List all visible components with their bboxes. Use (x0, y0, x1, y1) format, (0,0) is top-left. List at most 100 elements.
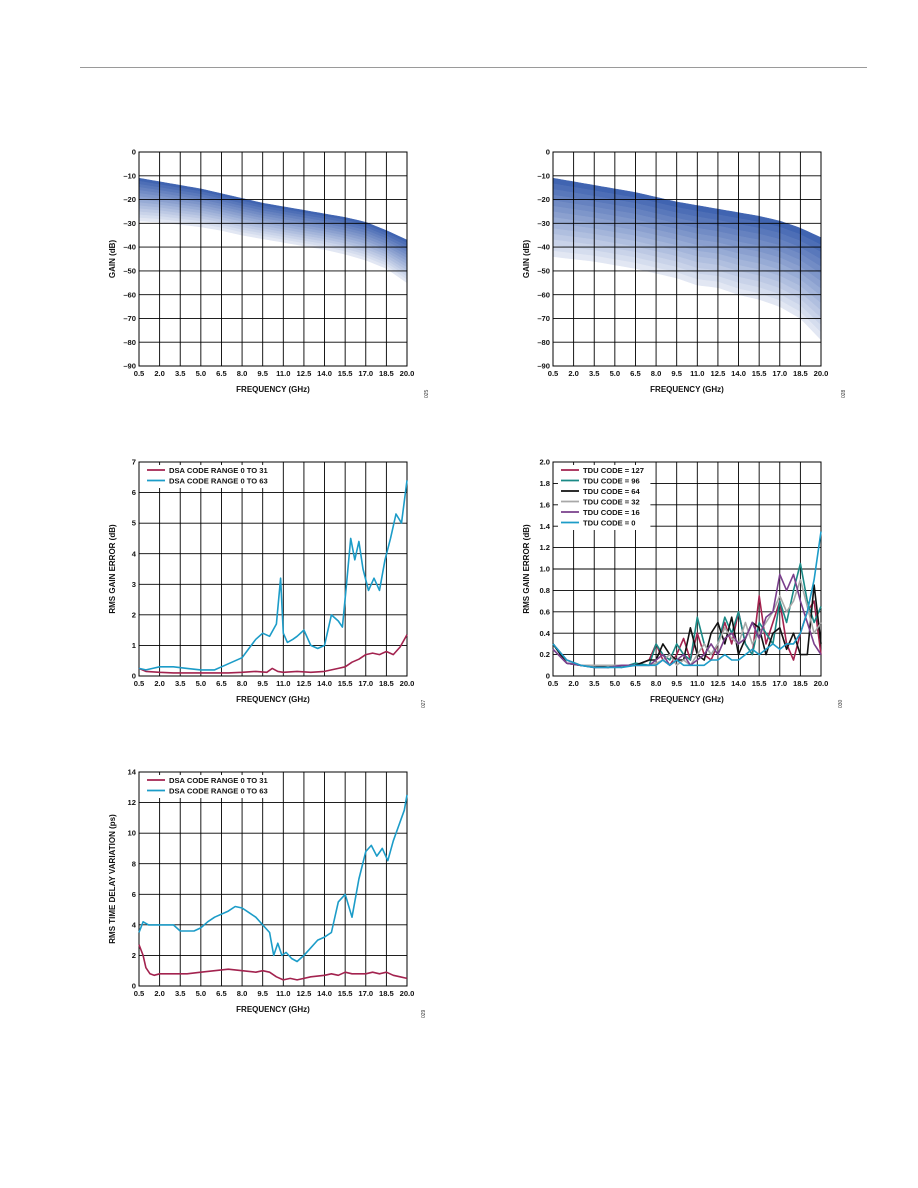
x-tick-label: 9.5 (257, 369, 268, 378)
legend-label: DSA CODE RANGE 0 TO 31 (169, 776, 269, 785)
chart-rms-gain-error-tdu: TDU CODE = 127 TDU CODE = 96 TDU CODE = 64… (510, 456, 850, 716)
tick-labels: 0.5 2.0 3.5 5.0 6.5 8.0 9.5 11.0 12.5 14.0 15.5 17.… (132, 458, 415, 688)
gain-dsa-plot: 0.5 2.0 3.5 5.0 6.5 8.0 9.5 11.0 12.5 14.0 15.5 17.… (108, 148, 415, 394)
x-axis-label: FREQUENCY (GHz) (236, 1005, 310, 1014)
y-tick-label: 0 (546, 672, 550, 681)
figure-number: 029 (421, 1009, 427, 1018)
grid (138, 151, 408, 367)
y-tick-label: 14 (128, 768, 137, 777)
rms-gain-error-dsa-plot: DSA CODE RANGE 0 TO 31 DSA CODE RANGE 0 T… (108, 458, 415, 704)
x-tick-label: 14.0 (317, 679, 332, 688)
y-tick-label: 5 (132, 519, 137, 528)
y-tick-label: 0.8 (539, 586, 550, 595)
x-tick-label: 6.5 (216, 989, 227, 998)
x-tick-label: 0.5 (548, 369, 559, 378)
legend: DSA CODE RANGE 0 TO 31 DSA CODE RANGE 0 T… (144, 775, 274, 798)
x-tick-label: 8.0 (237, 679, 248, 688)
x-axis-label: FREQUENCY (GHz) (236, 695, 310, 704)
x-tick-label: 15.5 (752, 679, 768, 688)
y-tick-label: –90 (123, 362, 136, 371)
x-axis-label: FREQUENCY (GHz) (650, 385, 724, 394)
x-tick-label: 17.0 (358, 679, 373, 688)
grid (138, 461, 408, 677)
x-tick-label: 17.0 (772, 679, 787, 688)
y-tick-label: 1.6 (539, 500, 550, 509)
x-tick-label: 8.0 (651, 369, 662, 378)
plot-frame (138, 461, 408, 677)
x-axis-label: FREQUENCY (GHz) (650, 695, 724, 704)
chart-gain-dsa: 0.5 2.0 3.5 5.0 6.5 8.0 9.5 11.0 12.5 14.0 15.5 17.… (96, 146, 436, 406)
y-tick-label: 4 (132, 920, 137, 929)
x-tick-label: 18.5 (793, 679, 809, 688)
figure-number: 025 (424, 389, 430, 398)
x-tick-label: 11.0 (276, 369, 290, 378)
x-tick-label: 20.0 (814, 679, 829, 688)
x-tick-label: 11.0 (690, 369, 704, 378)
y-tick-label: 1 (132, 641, 137, 650)
x-tick-label: 5.0 (196, 369, 207, 378)
x-tick-label: 15.5 (338, 989, 354, 998)
x-tick-label: 9.5 (257, 679, 268, 688)
x-tick-label: 17.0 (358, 989, 373, 998)
series-group (552, 531, 822, 669)
plot-frame (138, 151, 408, 367)
y-tick-label: –40 (123, 243, 136, 252)
x-tick-label: 5.0 (610, 679, 621, 688)
x-tick-label: 6.5 (216, 679, 227, 688)
x-tick-label: 12.5 (297, 989, 313, 998)
y-tick-label: 2 (132, 610, 136, 619)
y-tick-label: 1.8 (539, 479, 550, 488)
x-tick-label: 2.0 (568, 679, 579, 688)
figure-number: 028 (841, 389, 847, 398)
x-tick-label: 9.5 (257, 989, 268, 998)
y-tick-label: 10 (128, 829, 136, 838)
x-tick-label: 17.0 (358, 369, 373, 378)
y-tick-label: 1.0 (539, 565, 550, 574)
series-line (138, 794, 408, 963)
header-rule (80, 67, 867, 68)
y-tick-label: –20 (123, 195, 136, 204)
y-tick-label: 3 (132, 580, 136, 589)
x-tick-label: 12.5 (711, 369, 727, 378)
x-tick-label: 3.5 (175, 679, 186, 688)
chart-rms-time-delay-variation: DSA CODE RANGE 0 TO 31 DSA CODE RANGE 0 T… (96, 766, 436, 1026)
legend-label: DSA CODE RANGE 0 TO 63 (169, 787, 268, 796)
y-tick-label: –30 (537, 219, 550, 228)
x-tick-label: 14.0 (317, 989, 332, 998)
y-tick-label: 6 (132, 890, 136, 899)
y-tick-label: 0.2 (539, 650, 550, 659)
x-tick-label: 3.5 (175, 989, 186, 998)
x-tick-label: 6.5 (630, 679, 641, 688)
x-tick-label: 15.5 (752, 369, 768, 378)
x-tick-label: 5.0 (610, 369, 621, 378)
y-tick-label: 0.6 (539, 607, 550, 616)
x-tick-label: 20.0 (400, 369, 415, 378)
x-tick-label: 3.5 (589, 369, 600, 378)
x-tick-label: 14.0 (731, 679, 746, 688)
legend-label: TDU CODE = 0 (583, 519, 636, 528)
x-tick-label: 18.5 (379, 369, 395, 378)
x-tick-label: 20.0 (400, 989, 415, 998)
legend-label: DSA CODE RANGE 0 TO 63 (169, 477, 268, 486)
series-line (138, 944, 408, 981)
x-tick-label: 8.0 (651, 679, 662, 688)
legend-label: TDU CODE = 96 (583, 477, 640, 486)
y-axis-label: GAIN (dB) (522, 240, 531, 279)
x-tick-label: 15.5 (338, 369, 354, 378)
chart-gain-tdu: 0.5 2.0 3.5 5.0 6.5 8.0 9.5 11.0 12.5 14.0 15.5 17.… (510, 146, 850, 406)
y-tick-label: –50 (123, 266, 136, 275)
x-axis-label: FREQUENCY (GHz) (236, 385, 310, 394)
x-tick-label: 14.0 (731, 369, 746, 378)
legend-label: DSA CODE RANGE 0 TO 31 (169, 466, 269, 475)
y-tick-label: 2.0 (539, 458, 550, 467)
plot-frame (552, 461, 822, 677)
y-tick-label: 4 (132, 549, 137, 558)
y-tick-label: –30 (123, 219, 136, 228)
x-tick-label: 8.0 (237, 369, 248, 378)
y-tick-label: –10 (537, 171, 550, 180)
x-tick-label: 3.5 (175, 369, 186, 378)
chart-rms-gain-error-dsa: DSA CODE RANGE 0 TO 31 DSA CODE RANGE 0 T… (96, 456, 436, 716)
y-axis-label: RMS TIME DELAY VARIATION (ps) (108, 814, 117, 944)
y-tick-label: –60 (123, 290, 136, 299)
